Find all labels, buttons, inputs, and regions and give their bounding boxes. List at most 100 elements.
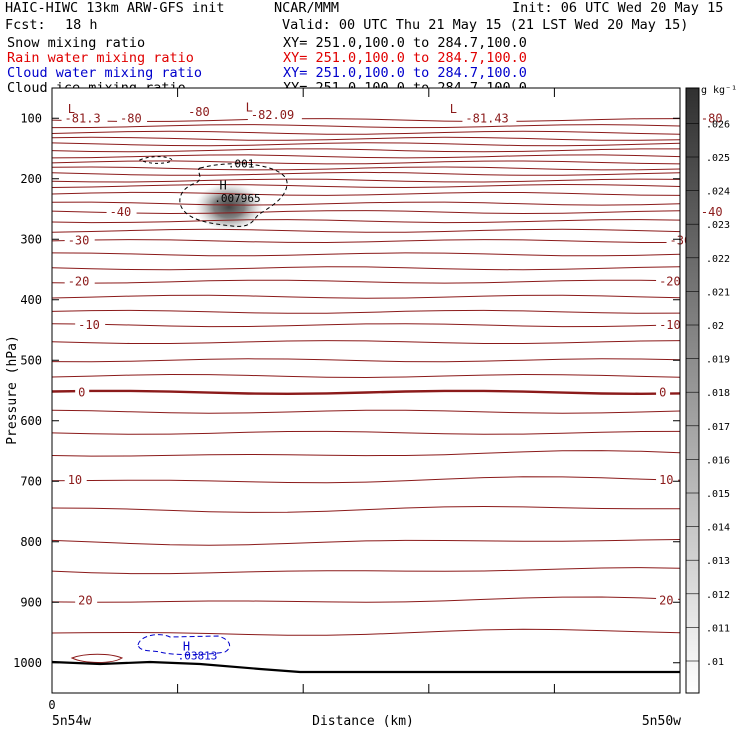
- temp-label: -10: [78, 318, 100, 332]
- colorbar-label: .01: [706, 657, 724, 668]
- x-right-label: 5n50w: [642, 714, 681, 729]
- temp-label-bg: [75, 318, 106, 332]
- temp-label: 0: [78, 385, 85, 399]
- temp-label: -80: [120, 111, 142, 125]
- isotherm-line: [51, 124, 681, 129]
- isotherm-line: [51, 136, 681, 141]
- isotherm-line: [51, 178, 681, 183]
- temp-label: 20: [659, 593, 673, 607]
- temp-label: -10: [659, 318, 681, 332]
- isotherm-line: [51, 373, 681, 379]
- temp-label-bg: [656, 274, 687, 288]
- isotherm-line: [51, 239, 680, 244]
- isotherm-line: [51, 476, 681, 484]
- isotherm-line: [51, 628, 681, 636]
- isotherm-line: [51, 450, 681, 457]
- field-cloudwater-xy: XY= 251.0,100.0 to 284.7,100.0: [283, 65, 527, 81]
- isotherm-line: [51, 183, 681, 189]
- isotherm-line: [51, 505, 681, 513]
- temp-label: -20: [68, 275, 90, 289]
- isotherm-line: [51, 430, 681, 435]
- colorbar: [685, 87, 700, 694]
- y-tick-label: 500: [20, 353, 42, 367]
- contour-value-label: .03813: [178, 649, 218, 662]
- temp-label: -40: [701, 205, 723, 219]
- temp-label-bg: [697, 205, 728, 219]
- field-snow-xy: XY= 251.0,100.0 to 284.7,100.0: [283, 35, 527, 51]
- temp-label-bg: [462, 111, 517, 125]
- y-tick-label: 100: [20, 111, 42, 125]
- contour-value-label: .001: [228, 158, 255, 171]
- isotherm-line: [51, 294, 681, 299]
- isotherm-line: [51, 340, 681, 344]
- temp-label-bg: [64, 274, 95, 288]
- isotherm-line: [51, 171, 681, 176]
- field-cloudwater-name: Cloud water mixing ratio: [7, 65, 203, 81]
- temp-label: -30: [68, 233, 90, 247]
- isotherm-line: [51, 219, 681, 224]
- init-time: Init: 06 UTC Wed 20 May 15: [512, 0, 724, 16]
- isotherm-line: [51, 389, 681, 396]
- temp-label: -80: [701, 111, 723, 125]
- isotherm-line: [51, 252, 681, 257]
- terrain-line: [51, 660, 680, 674]
- x-axis-label: Distance (km): [312, 714, 414, 729]
- isotherm-line: [51, 266, 681, 271]
- colorbar-label: .022: [706, 254, 730, 265]
- y-axis-label: Pressure (hPa): [5, 335, 20, 445]
- isotherm-line: [51, 539, 681, 546]
- temp-label-bg: [75, 385, 90, 399]
- isotherm-line: [51, 596, 681, 603]
- y-tick-label: 800: [20, 535, 42, 549]
- colorbar-label: .02: [706, 321, 724, 332]
- snow-contour-small: [138, 156, 173, 164]
- isotherm-line: [51, 210, 681, 215]
- temp-label: -81.3: [65, 111, 101, 125]
- temp-label-bg: [185, 105, 216, 119]
- colorbar-label: .023: [706, 220, 730, 231]
- x-tick-label: 0: [48, 698, 55, 712]
- temp-label-bg: [656, 385, 671, 399]
- colorbar-label: .026: [706, 119, 730, 130]
- isotherm-line: [51, 567, 681, 575]
- temp-label-bg: [106, 205, 137, 219]
- isotherm-line: [51, 323, 681, 328]
- cloud-water-contour: [137, 634, 231, 656]
- colorbar-label: .018: [706, 388, 730, 399]
- isotherm-line: [51, 160, 681, 165]
- plot-frame: [51, 87, 681, 694]
- low-marker: L: [246, 100, 253, 114]
- isotherm-line: [51, 148, 680, 153]
- colorbar-unit: g kg⁻¹: [701, 85, 737, 96]
- isotherm-line: [51, 228, 681, 233]
- isotherm-line: [51, 130, 681, 135]
- isotherm-line: [51, 358, 681, 363]
- isotherm-line: [51, 154, 681, 159]
- y-tick-label: 600: [20, 414, 42, 428]
- temp-label: -20: [659, 275, 681, 289]
- temp-label-bg: [656, 473, 679, 487]
- field-snow-name: Snow mixing ratio: [7, 35, 146, 51]
- temp-label: -82.09: [251, 108, 294, 122]
- colorbar-label: .019: [706, 355, 730, 366]
- colorbar-label: .015: [706, 489, 730, 500]
- high-marker: H: [183, 639, 190, 653]
- valid-time: Valid: 00 UTC Thu 21 May 15 (21 LST Wed …: [282, 17, 689, 33]
- contour-value-label: .007965: [214, 192, 260, 205]
- temp-label-bg: [64, 473, 87, 487]
- isotherm-line: [51, 191, 681, 196]
- colorbar-label: .024: [706, 187, 730, 198]
- temp-label-bg: [697, 111, 728, 125]
- temp-label: 10: [659, 473, 673, 487]
- isotherm-line: [51, 118, 681, 123]
- y-tick-label: 400: [20, 293, 42, 307]
- low-marker: L: [450, 102, 457, 116]
- colorbar-label: .011: [706, 623, 730, 634]
- isotherm-line: [51, 201, 681, 206]
- temp-label-bg: [61, 111, 108, 125]
- isotherm-line: [51, 279, 681, 284]
- temp-label: 20: [78, 593, 92, 607]
- temp-label: 0: [659, 385, 666, 399]
